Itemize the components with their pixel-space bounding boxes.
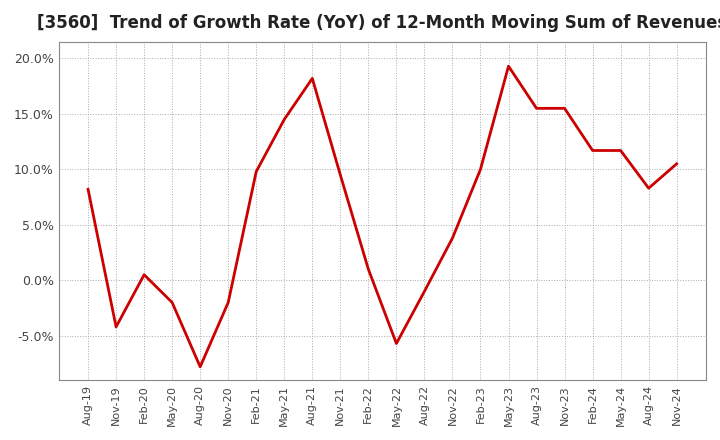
Title: [3560]  Trend of Growth Rate (YoY) of 12-Month Moving Sum of Revenues: [3560] Trend of Growth Rate (YoY) of 12-… xyxy=(37,14,720,32)
